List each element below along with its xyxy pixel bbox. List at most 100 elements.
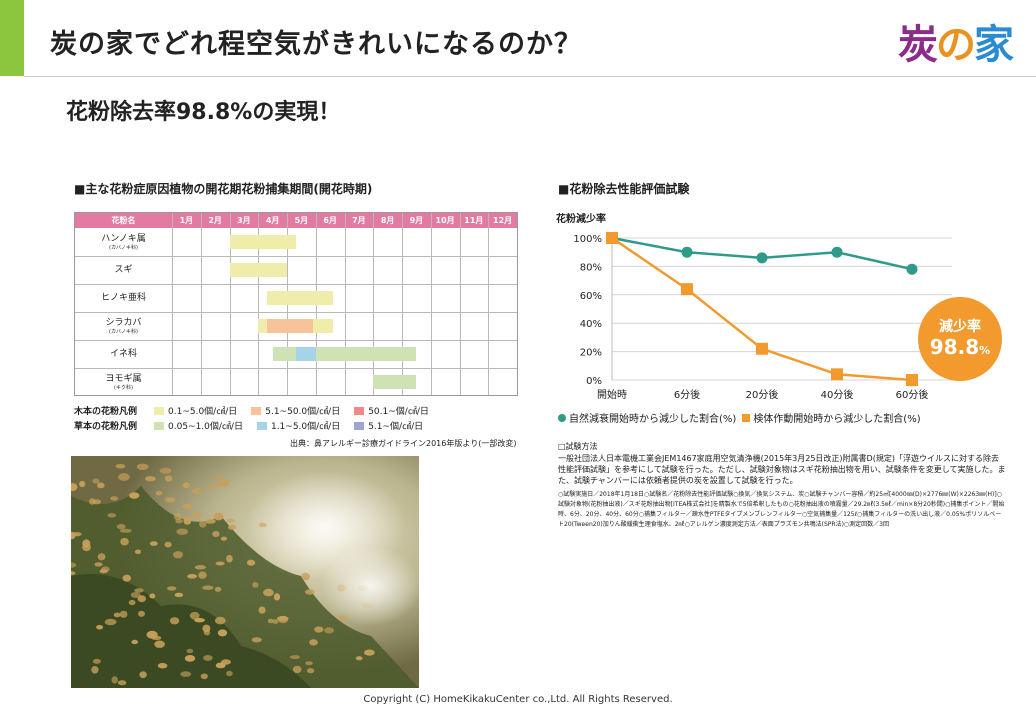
- pollen-bud: [187, 574, 197, 579]
- logo-char-2: の: [936, 22, 976, 68]
- month-header: 12月: [493, 216, 513, 225]
- data-point-square: [831, 368, 843, 381]
- plant-label: ヨモギ属: [105, 374, 142, 384]
- data-point-square: [756, 342, 768, 355]
- pollen-bud: [119, 528, 132, 533]
- month-header: 7月: [352, 216, 366, 225]
- pollen-table-header: 花粉名 1月 2月 3月 4月 5月 6月 7月 8月 9月 10月 11月 12月: [75, 213, 517, 228]
- pollen-bud: [194, 618, 205, 623]
- month-header: 3月: [237, 216, 251, 225]
- x-tick-label: 6分後: [674, 388, 700, 401]
- method-heading: □試験方法: [558, 442, 598, 451]
- grid-hline: [75, 256, 517, 257]
- legend-swatch: [354, 422, 365, 430]
- pollen-bud: [226, 670, 233, 677]
- plant-name: ヒノキ亜科: [75, 293, 172, 304]
- source-note: 出典：鼻アレルギー診療ガイドライン2016年版より(一部改変): [290, 439, 517, 448]
- legend-text: 0.1~5.0個/㎠/日: [168, 407, 238, 417]
- pollen-bud: [199, 520, 207, 528]
- legend-text: 5.1~個/㎠/日: [368, 422, 424, 432]
- legend-series-2: 検体作動開始時から減少した割合(%): [753, 414, 921, 425]
- pollen-bud: [289, 655, 300, 660]
- pollen-bud: [214, 616, 226, 625]
- pollen-bud: [157, 662, 168, 669]
- grid-vline: [258, 213, 260, 395]
- logo-char-1: 炭: [898, 22, 938, 68]
- legend-herb: 草本の花粉凡例 0.05~1.0個/㎠/日 1.1~5.0個/㎠/日 5.1~個/㎠/…: [74, 419, 437, 432]
- pollen-bud: [208, 484, 218, 489]
- month-header: 2月: [208, 216, 222, 225]
- plant-label: スギ: [114, 265, 133, 275]
- pollen-bud: [155, 490, 163, 496]
- legend-title: 木本の花粉凡例: [74, 407, 138, 417]
- x-tick-label: 60分後: [896, 388, 929, 401]
- plant-label: シラカバ: [105, 318, 142, 328]
- legend-item: 1.1~5.0個/㎠/日: [256, 419, 341, 432]
- pollen-bud: [149, 541, 158, 546]
- grid-hline: [75, 312, 517, 313]
- legend-swatch: [256, 422, 267, 430]
- pollen-bud: [214, 586, 222, 592]
- pollen-bud: [174, 592, 184, 598]
- pollen-bud: [305, 589, 315, 595]
- pollen-bud: [258, 606, 266, 614]
- pollen-bud: [164, 475, 173, 482]
- pollen-bud: [128, 599, 136, 606]
- cedar-pollen-photo: [71, 456, 419, 688]
- pollen-bud: [182, 482, 190, 488]
- plant-name: ヨモギ属 (キク科): [75, 374, 172, 391]
- grid-vline: [402, 213, 403, 395]
- legend-circle-icon: [558, 414, 566, 422]
- pollen-bud: [107, 513, 117, 518]
- pollen-bud: [92, 658, 101, 664]
- legend-item: 50.1~個/㎠/日: [354, 404, 429, 417]
- test-method: □試験方法 一般社団法人日本電機工業会JEM1467家庭用空気清浄機(2015年…: [558, 441, 1006, 530]
- header-plant-label: 花粉名: [111, 216, 136, 225]
- pollen-bud: [71, 562, 77, 568]
- y-tick-label: 40%: [580, 319, 602, 330]
- pollen-bud: [149, 593, 156, 599]
- month-header: 11月: [464, 216, 484, 225]
- pollen-bud: [82, 539, 91, 548]
- grid-hline: [75, 340, 517, 341]
- legend-wood: 木本の花粉凡例 0.1~5.0個/㎠/日 5.1~50.0個/㎠/日 50.1~個/㎠…: [74, 404, 443, 417]
- legend-swatch: [154, 407, 164, 415]
- pollen-bud: [110, 496, 119, 501]
- month-header: 8月: [380, 216, 395, 225]
- pollen-bud: [252, 582, 259, 588]
- pollen-bud: [314, 626, 324, 633]
- pollen-bud: [134, 588, 144, 593]
- grid-vline: [459, 213, 461, 395]
- method-details: ○試験実施日／2018年1月18日○試験名／花粉除去性能評価試験○換気／換気シス…: [558, 491, 1005, 528]
- pollen-period-bar: [266, 319, 313, 333]
- pollen-bud: [194, 565, 206, 570]
- data-point-square: [906, 374, 918, 386]
- pollen-bud: [219, 479, 229, 487]
- legend-text: 1.1~5.0個/㎠/日: [270, 422, 341, 432]
- pollen-bud: [251, 637, 262, 643]
- pollen-bud: [221, 659, 231, 665]
- pollen-bud: [92, 478, 100, 484]
- legend-swatch: [251, 407, 262, 415]
- pollen-bud: [130, 592, 141, 598]
- pollen-bud: [117, 680, 127, 686]
- badge-value-wrap: 98.8%: [918, 335, 1002, 359]
- pollen-period-bar: [229, 235, 296, 249]
- pollen-bud: [203, 629, 211, 636]
- badge-label: 減少率: [939, 319, 981, 335]
- pollen-bud: [273, 593, 281, 601]
- pollen-bud: [79, 480, 86, 488]
- pollen-bud: [292, 665, 302, 674]
- pollen-bud: [169, 617, 180, 625]
- pollen-bud: [164, 541, 172, 548]
- pollen-bud: [116, 523, 126, 530]
- pollen-bud: [212, 531, 220, 537]
- plant-label: ハンノキ属: [101, 234, 146, 244]
- month-header: 10月: [435, 216, 455, 225]
- x-tick-label: 40分後: [821, 388, 854, 401]
- pollen-bud: [159, 467, 172, 474]
- pollen-bud: [88, 498, 96, 505]
- pollen-bud: [215, 474, 223, 481]
- pollen-bud: [167, 586, 177, 591]
- legend-series-1: 自然減衰開始時から減少した割合(%): [569, 414, 737, 425]
